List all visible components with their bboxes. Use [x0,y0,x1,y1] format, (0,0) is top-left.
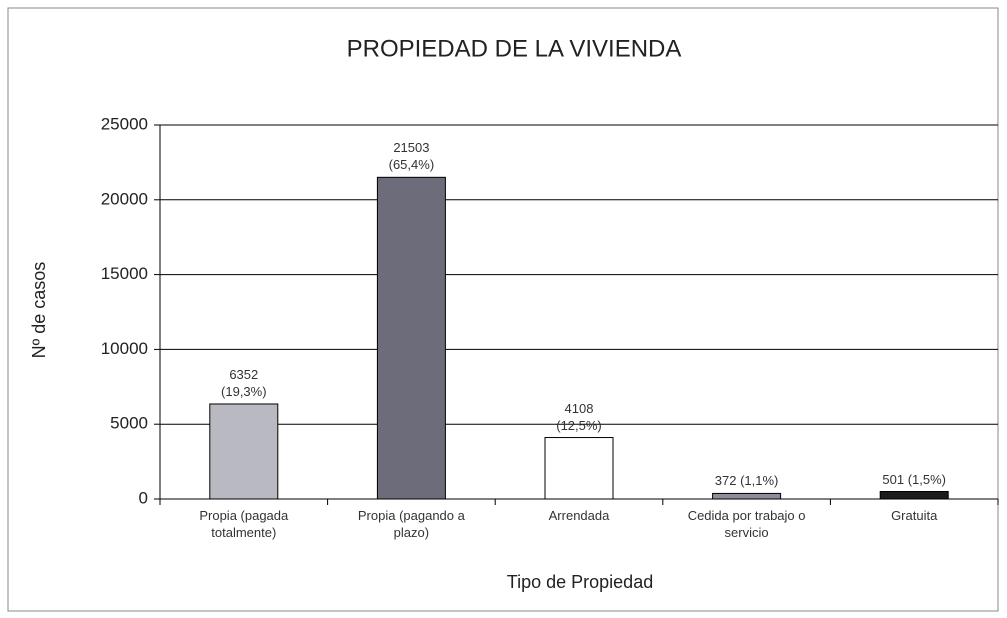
x-tick-label: Propia (pagada totalmente) [199,508,289,540]
chart-frame [7,7,999,612]
value-label-box: 6352 (19,3%) [221,366,267,399]
x-tick-label: Propia (pagando a plazo) [357,508,465,540]
value-label-box: 21503 (65,4%) [388,140,435,173]
bar [879,491,949,500]
value-label: 4108 (12,5%) [556,400,602,433]
value-label: 372 (1,1%) [714,473,779,489]
x-axis-title: Tipo de Propiedad [507,572,653,592]
x-tick-label: Arrendada [548,508,610,523]
value-label-box: 372 (1,1%) [714,473,779,489]
y-tick-label: 0 [139,488,148,507]
x-tick-label-box: Cedida por trabajo o servicio [687,508,806,540]
y-tick-label: 20000 [101,189,148,208]
x-tick-label-box: Propia (pagada totalmente) [199,508,289,540]
y-axis-title: Nº de casos [29,262,49,359]
value-label-box: 501 (1,5%) [882,471,946,487]
x-tick-label-box: Arrendada [548,508,610,523]
value-label: 21503 (65,4%) [388,140,435,173]
bar [712,492,782,500]
value-label-box: 4108 (12,5%) [556,400,602,433]
bar [544,437,614,500]
y-tick-label: 10000 [101,339,148,358]
bar [376,176,446,500]
chart-title: PROPIEDAD DE LA VIVIENDA [347,35,682,62]
x-tick-label-box: Propia (pagando a plazo) [357,508,465,540]
y-tick-label: 15000 [101,264,148,283]
x-tick-label: Cedida por trabajo o servicio [687,508,806,540]
bar [209,403,279,500]
value-label: 6352 (19,3%) [221,366,267,399]
value-label: 501 (1,5%) [882,471,946,487]
x-tick-label: Gratuita [891,508,938,523]
y-tick-label: 5000 [110,414,148,433]
y-tick-label: 25000 [101,114,148,133]
x-tick-label-box: Gratuita [891,508,938,523]
